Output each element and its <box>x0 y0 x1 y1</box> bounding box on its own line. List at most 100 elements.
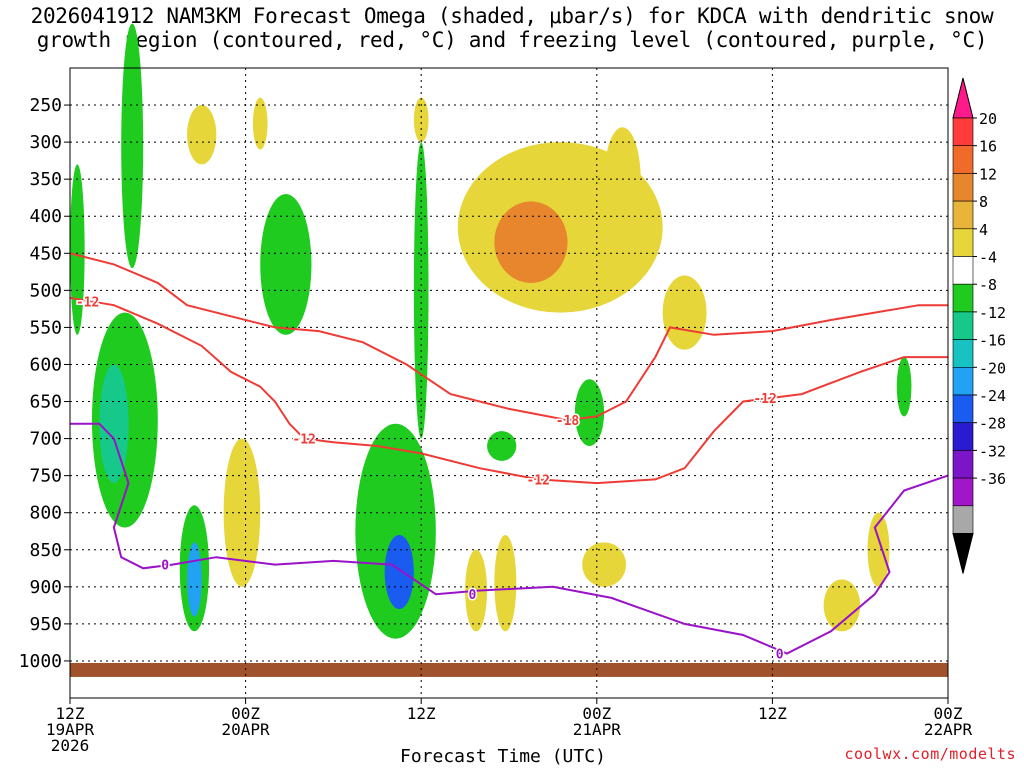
ground-strip <box>70 662 948 677</box>
x-tick-label: 12Z <box>758 704 787 723</box>
colorbar-label: -20 <box>979 359 1006 377</box>
omega-shading <box>70 23 948 698</box>
dgz-label: -12 <box>527 473 550 488</box>
omega-region-7 <box>121 23 144 269</box>
colorbar-top-arrow <box>952 77 974 119</box>
omega-region-10 <box>70 164 85 335</box>
colorbar-label: -8 <box>979 276 997 294</box>
y-tick-label: 450 <box>29 243 62 264</box>
gridlines <box>69 68 949 698</box>
y-tick-label: 900 <box>29 577 62 598</box>
x-tick-label: 2026 <box>51 736 90 755</box>
x-tick-label: 00Z <box>934 704 963 723</box>
colorbar-swatch <box>952 228 974 257</box>
omega-region-4 <box>494 201 568 283</box>
colorbar-swatch <box>952 477 974 507</box>
dgz-contour-1 <box>69 296 948 485</box>
title-line-2: growth region (contoured, red, °C) and f… <box>36 28 988 52</box>
ground-fill <box>70 662 948 677</box>
omega-region-12 <box>187 542 202 617</box>
omega-region-2 <box>413 97 429 143</box>
y-tick-label: 550 <box>29 317 62 338</box>
omega-region-19 <box>896 357 912 417</box>
omega-region-18 <box>487 431 517 461</box>
colorbar-label: -32 <box>979 442 1006 460</box>
colorbar-swatch <box>952 450 974 479</box>
freezing-label: 0 <box>776 648 784 663</box>
y-tick-label: 750 <box>29 466 62 487</box>
colorbar-swatch <box>952 422 974 451</box>
colorbar-swatch <box>952 394 974 424</box>
plot-border <box>69 67 949 699</box>
colorbar-swatch <box>952 173 974 202</box>
omega-region-20 <box>223 438 261 587</box>
freezing-label: 0 <box>469 588 477 603</box>
omega-region-17 <box>574 379 605 446</box>
y-tick-label: 700 <box>29 429 62 450</box>
plot-frame <box>69 67 949 699</box>
credit-link[interactable]: coolwx.com/modelts <box>844 745 1016 763</box>
colorbar-swatch <box>952 200 974 230</box>
y-tick-label: 350 <box>29 169 62 190</box>
colorbar-label: 4 <box>979 221 988 239</box>
colorbar-swatch <box>952 311 974 340</box>
y-tick-label: 300 <box>29 132 62 153</box>
freezing-label: 0 <box>161 559 169 574</box>
y-tick-label: 1000 <box>19 651 62 672</box>
colorbar-label: 12 <box>979 165 997 183</box>
colorbar-label: -24 <box>979 387 1006 405</box>
colorbar-label: 20 <box>979 110 997 128</box>
x-tick-label: 22APR <box>924 720 973 739</box>
colorbar-label: -36 <box>979 470 1006 488</box>
y-tick-label: 800 <box>29 503 62 524</box>
colorbar-swatch <box>952 117 974 147</box>
colorbar-swatch <box>952 145 974 174</box>
y-tick-label: 250 <box>29 95 62 116</box>
omega-region-15 <box>384 534 414 610</box>
x-tick-label: 00Z <box>582 704 611 723</box>
y-tick-label: 850 <box>29 540 62 561</box>
omega-region-6 <box>662 275 707 350</box>
colorbar-bottom-arrow <box>952 533 974 574</box>
omega-region-22 <box>494 534 517 632</box>
colorbar: 20 16 12 8 4 -4 -8 -12 -16 -20 -24 -28 -32 -36 <box>952 77 1006 574</box>
x-tick-label: 12Z <box>56 704 85 723</box>
title-line-1: 2026041912 NAM3KM Forecast Omega (shaded… <box>30 4 994 28</box>
dgz-contour-0 <box>69 252 948 422</box>
x-tick-label: 19APR <box>46 720 95 739</box>
contours: -12 -12 -12 -18 -12 0 0 0 <box>69 252 949 664</box>
colorbar-label: -12 <box>979 304 1006 322</box>
y-tick-label: 950 <box>29 614 62 635</box>
omega-region-13 <box>260 194 312 335</box>
x-tick-label: 12Z <box>407 704 436 723</box>
y-tick-label: 400 <box>29 206 62 227</box>
dgz-label: -18 <box>556 414 580 429</box>
x-tick-label: 00Z <box>231 704 260 723</box>
colorbar-swatch <box>952 366 974 396</box>
omega-region-14 <box>355 423 436 639</box>
x-tick-label: 20APR <box>222 720 271 739</box>
colorbar-swatch <box>952 505 974 534</box>
omega-region-0 <box>187 105 217 165</box>
colorbar-swatch <box>952 339 974 368</box>
colorbar-label: -4 <box>979 249 997 267</box>
x-axis-title: Forecast Time (UTC) <box>400 746 606 767</box>
chart-title: 2026041912 NAM3KM Forecast Omega (shaded… <box>0 4 1024 52</box>
colorbar-swatch <box>952 283 974 313</box>
freezing-level-contour <box>70 422 949 655</box>
dgz-label: -12 <box>753 392 776 407</box>
colorbar-label: 8 <box>979 193 988 211</box>
y-tick-label: 500 <box>29 280 62 301</box>
colorbar-label: 16 <box>979 138 997 156</box>
omega-region-1 <box>252 97 268 150</box>
x-tick-label: 21APR <box>573 720 622 739</box>
y-tick-label: 650 <box>29 392 62 413</box>
omega-region-9 <box>99 364 129 484</box>
omega-region-25 <box>867 512 890 587</box>
colorbar-swatch <box>952 256 974 285</box>
omega-region-24 <box>823 579 861 632</box>
dgz-label: -12 <box>292 433 315 448</box>
colorbar-label: -28 <box>979 415 1006 433</box>
y-axis: 250 300 350 400 450 500 550 600 650 700 750 800 850 9… <box>19 95 70 672</box>
